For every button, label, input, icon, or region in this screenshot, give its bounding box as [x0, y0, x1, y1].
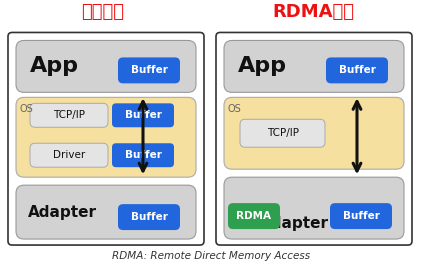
FancyBboxPatch shape — [112, 103, 174, 127]
FancyBboxPatch shape — [8, 33, 204, 245]
Text: Buffer: Buffer — [343, 211, 379, 221]
FancyBboxPatch shape — [240, 119, 325, 147]
Text: Driver: Driver — [53, 150, 85, 160]
Text: 传统模式: 传统模式 — [82, 2, 125, 21]
FancyBboxPatch shape — [330, 203, 392, 229]
Text: Buffer: Buffer — [125, 110, 161, 120]
Text: App: App — [238, 56, 287, 76]
Text: App: App — [30, 56, 79, 76]
Text: Buffer: Buffer — [131, 212, 168, 222]
FancyBboxPatch shape — [224, 97, 404, 169]
FancyBboxPatch shape — [216, 33, 412, 245]
FancyBboxPatch shape — [118, 204, 180, 230]
FancyBboxPatch shape — [30, 143, 108, 167]
FancyBboxPatch shape — [112, 143, 174, 167]
FancyBboxPatch shape — [228, 203, 280, 229]
Text: TCP/IP: TCP/IP — [267, 128, 299, 138]
Text: Buffer: Buffer — [125, 150, 161, 160]
Text: Adapter: Adapter — [28, 205, 97, 220]
Text: OS: OS — [20, 104, 34, 114]
FancyBboxPatch shape — [30, 103, 108, 127]
Text: TCP/IP: TCP/IP — [53, 110, 85, 120]
Text: RDMA模式: RDMA模式 — [272, 2, 354, 21]
Text: RDMA: RDMA — [237, 211, 272, 221]
Text: Buffer: Buffer — [338, 65, 376, 75]
FancyBboxPatch shape — [16, 41, 196, 92]
Text: RDMA: Remote Direct Memory Access: RDMA: Remote Direct Memory Access — [112, 251, 310, 261]
Text: Adapter: Adapter — [260, 215, 329, 231]
FancyBboxPatch shape — [224, 177, 404, 239]
FancyBboxPatch shape — [224, 41, 404, 92]
FancyBboxPatch shape — [16, 185, 196, 239]
Text: OS: OS — [228, 104, 242, 114]
FancyBboxPatch shape — [326, 57, 388, 83]
FancyBboxPatch shape — [118, 57, 180, 83]
FancyBboxPatch shape — [16, 97, 196, 177]
Text: Buffer: Buffer — [131, 65, 168, 75]
